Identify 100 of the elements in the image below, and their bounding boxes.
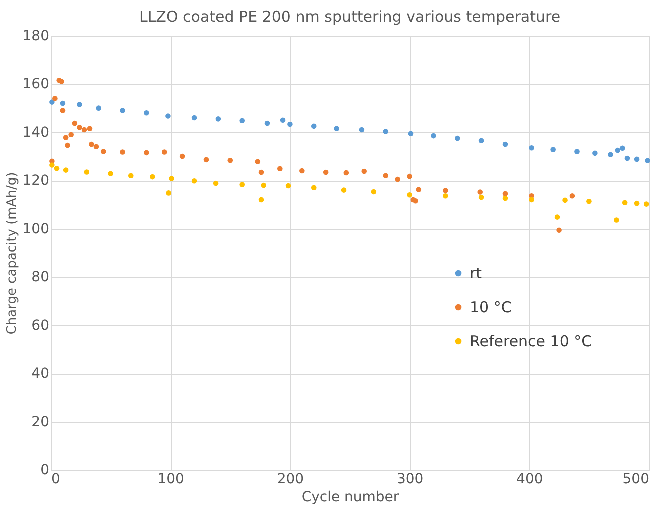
point (192, 115, 198, 121)
point (96, 106, 102, 111)
point (228, 158, 234, 164)
legend-label: rt (470, 264, 482, 282)
point (454, 136, 460, 142)
point (645, 158, 650, 164)
point (166, 190, 172, 196)
point (60, 100, 66, 106)
y-tick-label: 100 (22, 221, 50, 238)
y-axis-title: Charge capacity (mAh/g) (4, 172, 20, 335)
point (395, 176, 400, 182)
point (255, 159, 261, 164)
point (615, 148, 621, 154)
point (278, 166, 283, 172)
point (407, 192, 412, 198)
x-axis-title: Cycle number (302, 490, 400, 506)
x-tick-label: 500 (622, 472, 650, 488)
x-tick-label: 0 (52, 472, 60, 488)
point (416, 187, 422, 192)
point (407, 174, 412, 180)
point (108, 171, 114, 177)
point (169, 176, 174, 182)
point (204, 157, 210, 163)
point (128, 173, 134, 178)
point (341, 188, 347, 193)
legend-label: Reference 10 °C (470, 332, 592, 350)
point (556, 228, 562, 233)
point (240, 182, 246, 188)
point (529, 197, 534, 203)
point (323, 170, 329, 176)
point (554, 214, 560, 220)
point (68, 132, 74, 138)
point (72, 120, 78, 126)
point (624, 156, 630, 162)
y-tick-label: 120 (22, 173, 50, 190)
point (286, 183, 292, 189)
point (77, 102, 82, 108)
point (311, 124, 317, 130)
point (240, 118, 246, 124)
y-tick-label: 60 (32, 318, 50, 334)
point (216, 116, 222, 122)
point (52, 96, 58, 102)
point (144, 110, 150, 116)
point (63, 168, 69, 173)
point (192, 178, 198, 184)
point (77, 124, 82, 130)
point (644, 202, 650, 207)
point (620, 146, 626, 151)
point (502, 196, 508, 202)
x-tick-label: 200 (277, 472, 304, 488)
point (82, 127, 88, 133)
point (614, 218, 620, 223)
point (311, 185, 317, 191)
point (529, 145, 534, 151)
y-tick-label: 140 (22, 124, 50, 141)
point (334, 126, 340, 132)
y-tick-label: 40 (32, 366, 50, 382)
x-tick-label: 300 (396, 472, 424, 488)
point (54, 166, 60, 172)
point (586, 199, 592, 204)
point (162, 150, 168, 155)
point (634, 200, 640, 206)
point (100, 149, 106, 154)
point (478, 194, 484, 200)
point (144, 150, 150, 156)
point (59, 79, 64, 84)
point (120, 150, 126, 155)
point (550, 147, 556, 152)
point (50, 100, 55, 105)
point (570, 193, 576, 199)
point (478, 138, 484, 144)
point (288, 122, 293, 128)
point (383, 173, 389, 178)
y-tick-label: 80 (32, 270, 50, 286)
point (258, 170, 264, 176)
point (94, 144, 100, 150)
point (608, 152, 614, 158)
point (344, 170, 350, 176)
point (84, 170, 90, 175)
point (478, 190, 484, 195)
y-tick-label: 180 (22, 28, 50, 44)
point (120, 108, 126, 114)
point (592, 150, 598, 156)
point (213, 180, 219, 186)
point (180, 154, 186, 160)
point (63, 135, 69, 140)
x-tick-label: 100 (158, 472, 184, 488)
point (622, 200, 628, 206)
point (264, 120, 270, 126)
point (261, 182, 267, 188)
point (50, 162, 55, 168)
point (408, 131, 414, 137)
point (362, 168, 367, 174)
point (443, 188, 448, 194)
point (634, 156, 640, 162)
y-tick-label: 160 (22, 76, 50, 93)
point (502, 142, 508, 148)
point (300, 168, 305, 174)
point (60, 108, 66, 114)
point (89, 142, 94, 148)
